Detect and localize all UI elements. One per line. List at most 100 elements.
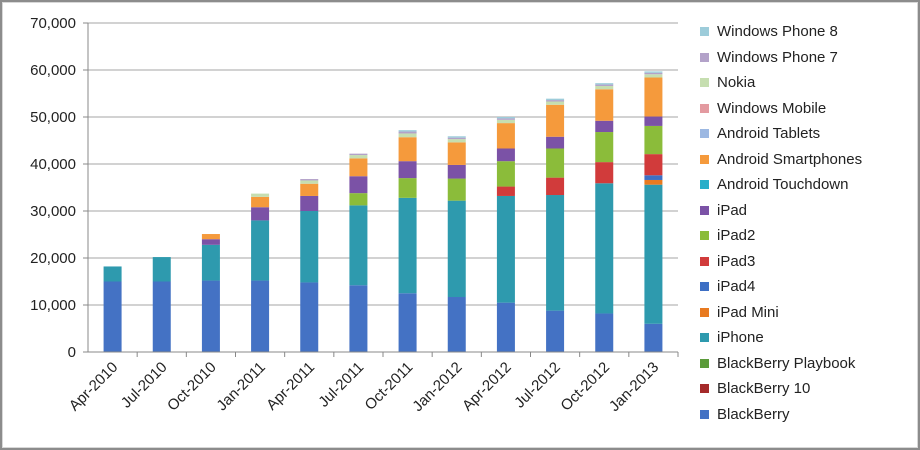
legend-label: iPhone	[717, 329, 764, 347]
legend-item: iPad4	[700, 274, 910, 300]
bar-segment-ipad3	[546, 177, 565, 196]
bar-segment-blackberry	[546, 310, 565, 352]
bar-segment-blackberry	[398, 293, 417, 352]
bar-segment-ipad3	[644, 154, 663, 176]
legend-swatch	[700, 409, 709, 419]
legend-swatch	[700, 154, 709, 164]
legend-label: iPad Mini	[717, 303, 779, 321]
bar-segment-ipad	[398, 161, 417, 179]
bar-stack-apr-2010	[103, 266, 122, 352]
legend-item: BlackBerry	[700, 402, 910, 428]
legend-swatch	[700, 307, 709, 317]
bar-stack-oct-2011	[398, 130, 417, 352]
x-tick-label: Apr-2010	[66, 359, 122, 415]
bar-segment-ipad	[595, 120, 614, 133]
gridlines	[88, 22, 678, 306]
x-tick-label: Oct-2011	[362, 359, 417, 414]
legend-swatch	[700, 27, 709, 37]
bar-segment-nokia	[546, 101, 565, 105]
bar-segment-ipad	[300, 195, 319, 211]
bar-segment-ipad	[496, 148, 515, 162]
bar-segment-iphone	[251, 220, 270, 281]
legend-label: BlackBerry 10	[717, 380, 811, 398]
bar-segment-android-smartphones	[201, 234, 220, 240]
bar-segment-ipad2	[644, 125, 663, 155]
y-tick-label: 30,000	[30, 203, 76, 220]
legend-label: Windows Mobile	[717, 99, 827, 117]
bar-segment-windows-phone-8	[398, 130, 417, 132]
bar-stack-jul-2010	[152, 257, 171, 352]
legend-label: BlackBerry	[717, 405, 790, 423]
bar-segment-nokia	[398, 133, 417, 138]
legend-label: Android Tablets	[717, 125, 821, 143]
legend-item: Android Touchdown	[700, 172, 910, 198]
y-tick-label: 70,000	[30, 15, 76, 32]
y-tick-label: 10,000	[30, 297, 76, 314]
x-tick-label: Oct-2012	[557, 359, 613, 415]
bar-segment-android-smartphones	[447, 142, 466, 165]
legend-item: Android Smartphones	[700, 147, 910, 173]
bar-stack-jul-2012	[546, 98, 565, 352]
bar-stack-jul-2011	[349, 153, 368, 352]
bar-segment-ipad2	[546, 148, 565, 178]
x-tick-label: Jan-2011	[213, 359, 268, 414]
legend-label: Android Smartphones	[717, 150, 863, 168]
legend-label: BlackBerry Playbook	[717, 354, 856, 372]
legend-item: iPad2	[700, 223, 910, 249]
legend-swatch	[700, 205, 709, 215]
bar-segment-ipad4	[644, 175, 663, 180]
bar-segment-iphone	[349, 205, 368, 286]
bar-segment-windows-phone-8	[644, 71, 663, 73]
legend-label: Windows Phone 8	[717, 23, 838, 41]
bar-segment-iphone	[201, 244, 220, 281]
legend-label: Windows Phone 7	[717, 48, 838, 66]
legend-swatch	[700, 103, 709, 113]
bar-stack-apr-2011	[300, 179, 319, 352]
bar-segment-nokia	[644, 74, 663, 78]
legend-swatch	[700, 384, 709, 394]
bar-segment-ipad3	[496, 186, 515, 196]
bar-segment-ipad-mini	[644, 179, 663, 185]
y-tick-label: 40,000	[30, 156, 76, 173]
bar-segment-ipad	[349, 176, 368, 194]
bar-segment-iphone	[496, 195, 515, 303]
legend-swatch	[700, 180, 709, 190]
bar-stack-jan-2012	[447, 136, 466, 352]
legend-item: iPad	[700, 198, 910, 224]
legend-item: Nokia	[700, 70, 910, 96]
legend-item: BlackBerry 10	[700, 376, 910, 402]
bar-segment-blackberry	[103, 281, 122, 352]
legend-item: iPad Mini	[700, 300, 910, 326]
bar-segment-windows-phone-7	[300, 179, 319, 181]
bar-segment-iphone	[595, 183, 614, 314]
bar-segment-nokia	[496, 119, 515, 124]
legend-label: Nokia	[717, 74, 756, 92]
legend-swatch	[700, 231, 709, 241]
bar-segment-android-smartphones	[398, 137, 417, 162]
bar-segment-blackberry	[496, 302, 515, 352]
bar-stack-oct-2012	[595, 83, 614, 352]
bar-stacks	[103, 71, 663, 352]
x-tick-label: Apr-2012	[459, 359, 515, 415]
legend-item: iPhone	[700, 325, 910, 351]
x-tick-label: Oct-2010	[164, 359, 220, 415]
bar-segment-windows-phone-8	[496, 117, 515, 119]
bar-segment-iphone	[300, 211, 319, 283]
x-tick-label: Apr-2011	[263, 359, 318, 414]
bar-segment-ipad	[447, 164, 466, 179]
bar-segment-windows-phone-8	[595, 83, 614, 85]
bar-segment-blackberry	[201, 280, 220, 352]
legend-item: Android Tablets	[700, 121, 910, 147]
bar-stack-oct-2010	[201, 234, 220, 352]
legend-item: Windows Mobile	[700, 96, 910, 122]
bar-segment-android-smartphones	[300, 183, 319, 196]
bar-segment-blackberry	[644, 323, 663, 352]
x-tick-label: Jul-2011	[315, 359, 367, 411]
bar-segment-ipad2	[595, 132, 614, 163]
legend-item: Windows Phone 8	[700, 19, 910, 45]
bar-segment-windows-phone-7	[546, 100, 565, 102]
y-tick-label: 50,000	[30, 109, 76, 126]
bar-segment-blackberry	[152, 281, 171, 352]
bar-segment-nokia	[300, 180, 319, 184]
y-tick-label: 0	[68, 344, 76, 361]
